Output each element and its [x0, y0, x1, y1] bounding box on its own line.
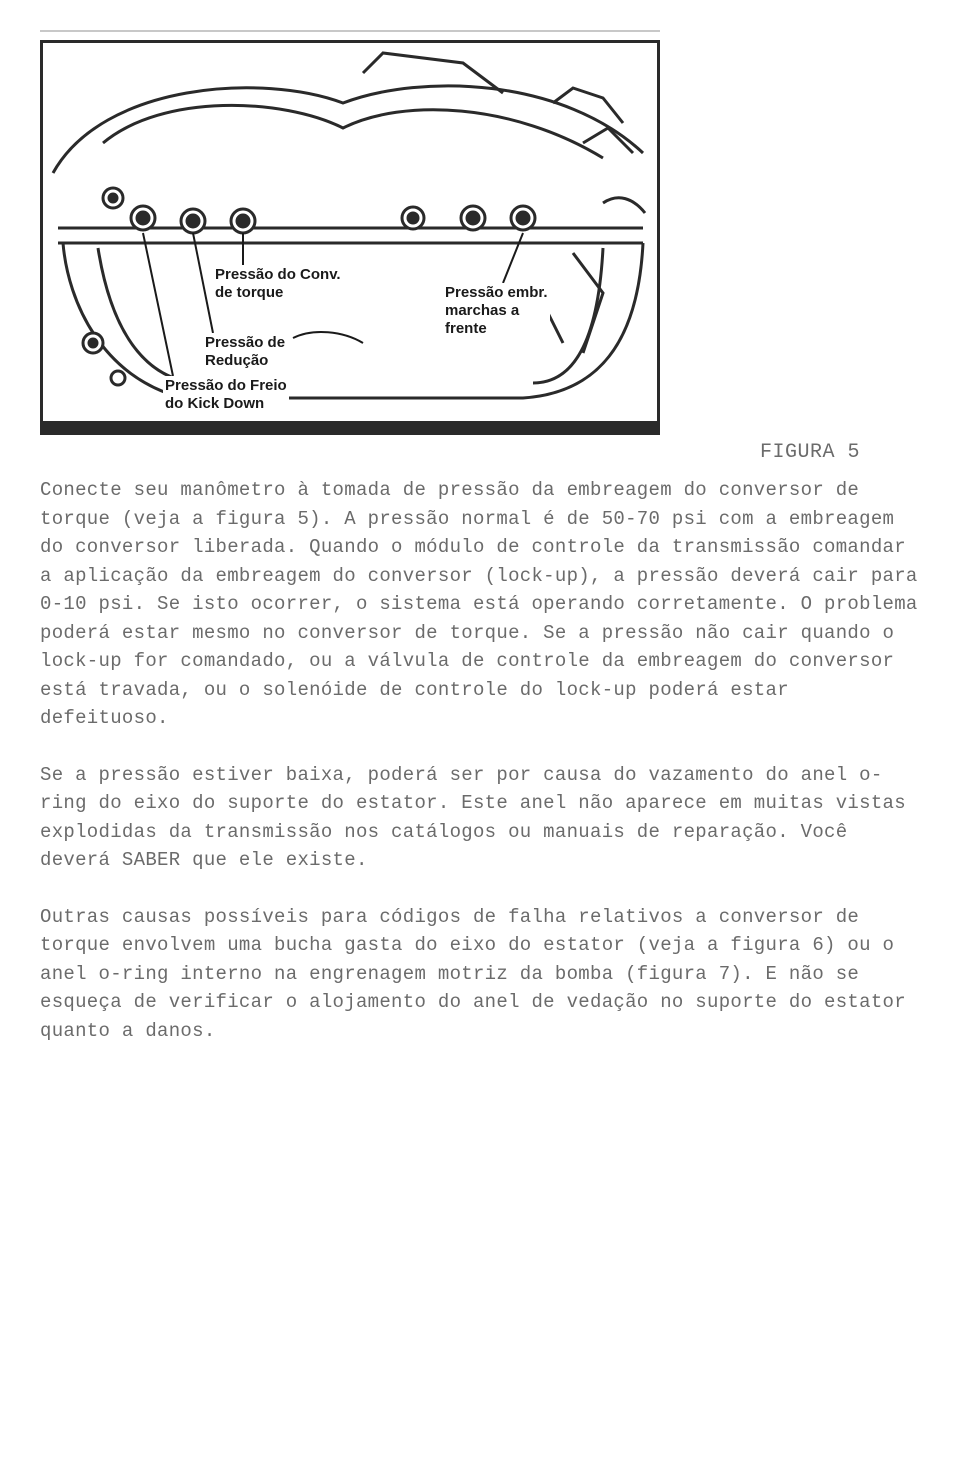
scan-top-rule [40, 30, 660, 32]
transmission-diagram-svg [43, 43, 657, 432]
paragraph-1: Conecte seu manômetro à tomada de pressã… [40, 476, 920, 733]
label-conv-torque: Pressão do Conv.de torque [213, 265, 343, 303]
figure-5-container: Pressão do Conv.de torque Pressão deRedu… [40, 40, 660, 435]
body-text: Conecte seu manômetro à tomada de pressã… [40, 476, 920, 1045]
figure-caption-row: FIGURA 5 [40, 441, 860, 464]
figure-5-diagram: Pressão do Conv.de torque Pressão deRedu… [40, 40, 660, 435]
label-embr-marchas: Pressão embr.marchas afrente [443, 283, 550, 339]
paragraph-3: Outras causas possíveis para códigos de … [40, 903, 920, 1046]
document-page: Pressão do Conv.de torque Pressão deRedu… [0, 0, 960, 1085]
paragraph-2: Se a pressão estiver baixa, poderá ser p… [40, 761, 920, 875]
label-freio-kickdown: Pressão do Freiodo Kick Down [163, 376, 289, 414]
label-reducao: Pressão deRedução [203, 333, 287, 371]
figure-caption: FIGURA 5 [760, 441, 860, 464]
